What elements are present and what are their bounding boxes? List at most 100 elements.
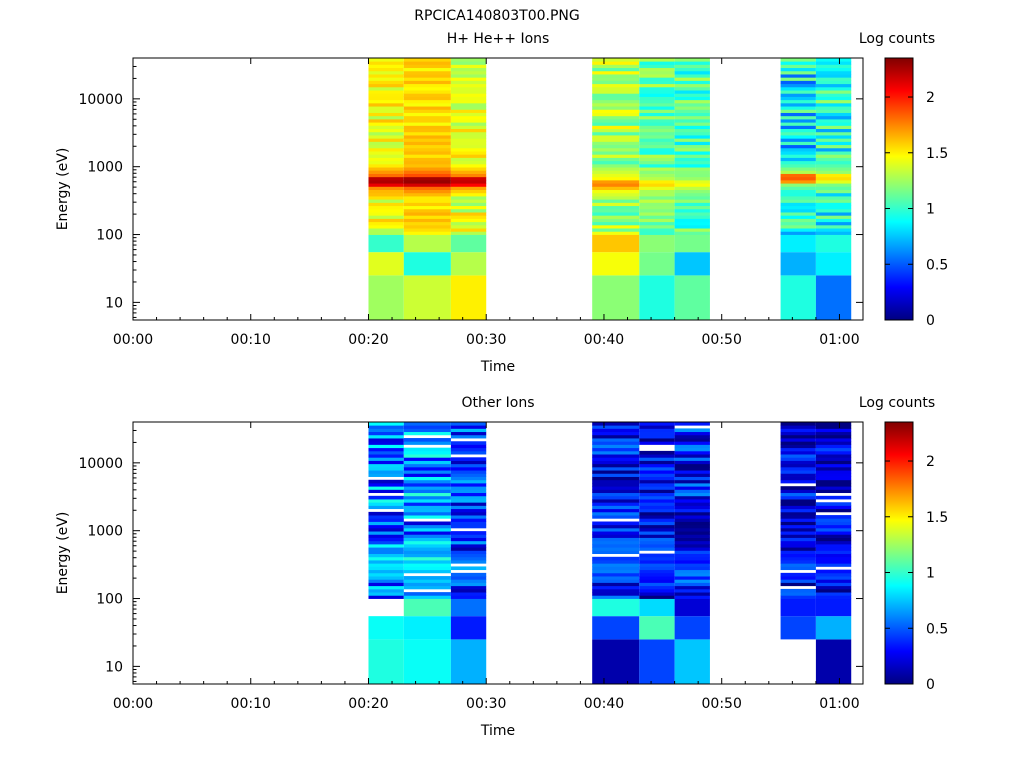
heatmap-cell	[368, 531, 404, 535]
heatmap-cell	[674, 489, 710, 494]
heatmap-cell	[639, 99, 675, 104]
panel-1: 00:00 00:10 00:20 00:30 00:40 00:50 01:0010100…	[55, 31, 948, 375]
colorbar-tick-label: 0.5	[926, 621, 948, 637]
heatmap-cell	[368, 579, 404, 583]
heatmap-cell	[368, 83, 404, 88]
heatmap-cell	[403, 160, 451, 165]
heatmap-cell	[592, 80, 640, 85]
heatmap-cell	[780, 582, 816, 587]
x-axis-label: Time	[480, 359, 515, 375]
heatmap-cell	[450, 595, 487, 599]
heatmap-cell	[368, 534, 404, 538]
heatmap-cell	[368, 61, 404, 65]
heatmap-cell	[368, 125, 404, 130]
heatmap-cell	[674, 499, 710, 503]
heatmap-cell	[674, 537, 710, 542]
heatmap-cell	[403, 157, 451, 162]
heatmap-cell	[450, 151, 487, 155]
heatmap-cell	[592, 473, 640, 477]
heatmap-cell	[368, 518, 404, 522]
x-tick-label: 00:10	[231, 696, 271, 712]
heatmap-cell	[592, 486, 640, 490]
heatmap-cell	[674, 463, 710, 468]
heatmap-cell	[403, 128, 451, 133]
heatmap-cell	[780, 106, 816, 110]
heatmap-cell	[639, 543, 675, 548]
heatmap-cell	[450, 582, 487, 587]
heatmap-cell	[674, 106, 710, 110]
heatmap-cell	[450, 616, 487, 640]
heatmap-cell	[639, 93, 675, 97]
heatmap-cell	[368, 582, 404, 587]
heatmap-cell	[450, 196, 487, 200]
heatmap-cell	[403, 192, 451, 197]
heatmap-cell	[639, 96, 675, 101]
heatmap-cell	[368, 563, 404, 567]
heatmap-cell	[368, 524, 404, 529]
heatmap-cell	[674, 151, 710, 155]
heatmap-cell	[639, 163, 675, 168]
heatmap-cell	[592, 457, 640, 461]
heatmap-cell	[815, 463, 852, 468]
colorbar	[884, 57, 914, 321]
heatmap-cell	[639, 157, 675, 162]
heatmap-cell	[674, 176, 710, 181]
colorbar-tick-label: 2	[926, 454, 935, 470]
heatmap-cell	[674, 572, 710, 577]
heatmap-cell	[815, 486, 852, 490]
y-tick-label: 10000	[78, 456, 123, 472]
heatmap-cell	[815, 70, 852, 75]
heatmap-cell	[674, 163, 710, 168]
heatmap-cell	[815, 476, 852, 481]
colorbar-tick-label: 0	[926, 313, 935, 329]
heatmap-cell	[780, 537, 816, 542]
heatmap-cell	[450, 96, 487, 101]
heatmap-cell	[780, 224, 816, 229]
heatmap-cell	[368, 463, 404, 468]
heatmap-cell	[592, 77, 640, 81]
heatmap-cell	[450, 470, 487, 474]
heatmap-cell	[780, 454, 816, 458]
heatmap-cell	[674, 582, 710, 587]
heatmap-cell	[674, 438, 710, 442]
heatmap-cell	[639, 154, 675, 158]
heatmap-cell	[368, 64, 404, 69]
heatmap-cell	[368, 275, 404, 320]
heatmap-cell	[592, 199, 640, 203]
heatmap-cell	[403, 489, 451, 494]
heatmap-cell	[780, 167, 816, 171]
heatmap-cell	[450, 163, 487, 168]
heatmap-cell	[780, 576, 816, 580]
heatmap-cell	[592, 189, 640, 194]
heatmap-cell	[815, 167, 852, 171]
heatmap-cell	[674, 585, 710, 590]
heatmap-cell	[639, 128, 675, 133]
heatmap-cell	[815, 173, 852, 178]
heatmap-cell	[403, 553, 451, 558]
heatmap-cell	[403, 170, 451, 174]
heatmap-cell	[780, 479, 816, 484]
heatmap-cell	[639, 106, 675, 110]
heatmap-cell	[450, 135, 487, 139]
heatmap-cell	[450, 499, 487, 503]
heatmap-cell	[815, 595, 852, 599]
heatmap-cell	[639, 135, 675, 139]
heatmap-cell	[368, 221, 404, 226]
heatmap-cell	[639, 639, 675, 684]
heatmap-cell	[450, 115, 487, 120]
heatmap-cell	[450, 218, 487, 223]
heatmap-cell	[403, 595, 451, 599]
heatmap-cell	[639, 592, 675, 596]
heatmap-cell	[592, 540, 640, 545]
heatmap-cell	[780, 460, 816, 465]
heatmap-cell	[674, 553, 710, 558]
heatmap-cell	[368, 179, 404, 184]
heatmap-cell	[368, 228, 404, 232]
heatmap-cell	[674, 454, 710, 458]
heatmap-cell	[592, 579, 640, 583]
heatmap-cell	[368, 170, 404, 174]
heatmap-cell	[403, 515, 451, 519]
heatmap-cell	[815, 422, 852, 426]
heatmap-cell	[450, 202, 487, 207]
heatmap-cell	[450, 556, 487, 561]
